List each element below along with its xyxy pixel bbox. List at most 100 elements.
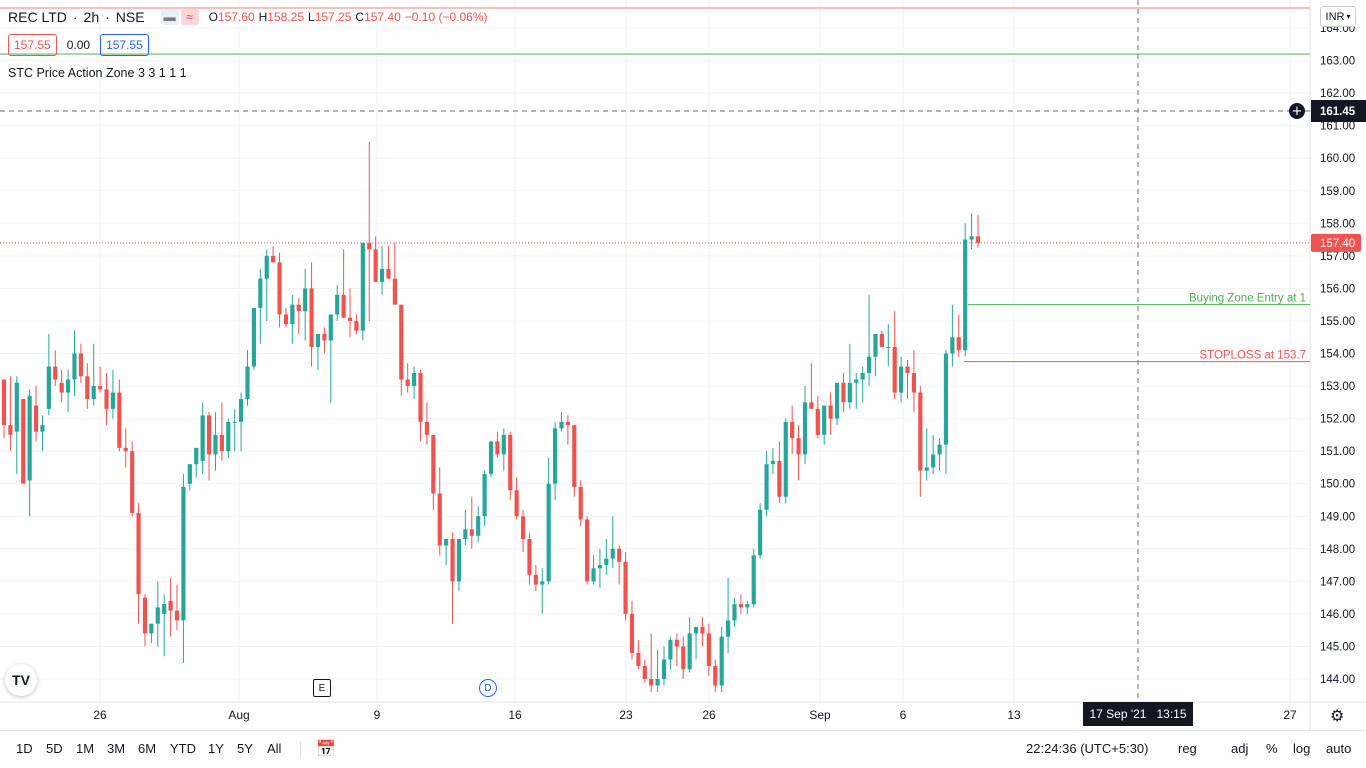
candle-body <box>386 268 391 279</box>
candle-body <box>194 447 199 465</box>
change-value: −0.10 (−0.06%) <box>404 10 488 24</box>
candle-body <box>482 473 487 517</box>
candle-body <box>892 346 897 393</box>
percent-scale-button[interactable]: % <box>1266 741 1278 756</box>
study-name[interactable]: STC Price Action Zone <box>8 66 135 80</box>
price-tick-label: 155.00 <box>1320 316 1355 328</box>
dividend-icon[interactable]: D <box>479 679 497 697</box>
calendar-range-icon[interactable]: 📅 <box>316 741 336 758</box>
tradingview-logo-icon[interactable]: TV <box>5 664 37 696</box>
range-3m-button[interactable]: 3M <box>107 741 126 756</box>
candle-body <box>53 366 58 380</box>
range-all-button[interactable]: All <box>267 741 282 756</box>
candle-body <box>78 353 83 377</box>
candle-body <box>604 558 609 566</box>
clock-label[interactable]: 22:24:36 (UTC+5:30) <box>1026 741 1149 756</box>
candle-body <box>328 314 333 341</box>
candle-body <box>33 405 39 432</box>
candle-body <box>226 421 231 452</box>
range-1m-button[interactable]: 1M <box>76 741 95 756</box>
candle-body <box>476 516 481 536</box>
candle-body <box>239 399 244 422</box>
candle-body <box>181 486 186 621</box>
gear-icon[interactable]: ⚙ <box>1330 708 1345 725</box>
adjust-button[interactable]: adj <box>1231 741 1249 756</box>
log-scale-button[interactable]: log <box>1293 741 1311 756</box>
crosshair-time-label: 17 Sep '21 13:15 <box>1083 702 1193 726</box>
candle-body <box>623 561 628 614</box>
candle-body <box>418 373 423 422</box>
buy-price-button[interactable]: 157.55 <box>100 34 149 56</box>
auto-scale-button[interactable]: auto <box>1326 741 1352 756</box>
candle-body <box>738 604 743 608</box>
candle-body <box>117 392 122 448</box>
candle-body <box>501 434 506 455</box>
sell-price-button[interactable]: 157.55 <box>8 34 57 56</box>
price-tick-label: 149.00 <box>1320 511 1355 523</box>
price-tick-label: 161.00 <box>1320 121 1355 133</box>
session-button[interactable]: reg <box>1178 741 1197 756</box>
candle-body <box>399 304 404 380</box>
candle-body <box>296 304 301 312</box>
range-5y-button[interactable]: 5Y <box>237 741 253 756</box>
candle-body <box>540 581 545 585</box>
time-tick-label: 27 <box>1283 708 1297 722</box>
high-label: H <box>258 10 268 24</box>
candle-body <box>514 490 519 517</box>
price-tick-label: 162.00 <box>1320 88 1355 100</box>
candle-body <box>751 555 756 605</box>
candle-body <box>899 366 904 393</box>
range-5d-button[interactable]: 5D <box>46 741 63 756</box>
candle-body <box>764 464 769 510</box>
study-legend[interactable]: STC Price Action Zone 3 3 1 1 1 <box>8 66 187 80</box>
candle-body <box>495 441 500 455</box>
candle-body <box>693 626 699 634</box>
candle-body <box>879 333 884 347</box>
candle-body <box>597 565 603 569</box>
minus-icon[interactable]: ▬ <box>160 9 179 25</box>
candle-body <box>674 639 679 647</box>
candle-body <box>162 604 167 614</box>
candle-body <box>104 389 109 409</box>
candle-body <box>610 548 615 559</box>
candle-body <box>809 402 814 409</box>
candle-body <box>232 421 237 423</box>
candle-body <box>136 512 141 595</box>
candle-body <box>546 483 551 582</box>
candle-body <box>559 421 564 429</box>
currency-button[interactable]: INR ▾ <box>1320 6 1356 27</box>
candle-body <box>847 382 852 403</box>
candle-body <box>790 421 795 439</box>
candle-body <box>629 613 635 653</box>
candle-body <box>758 509 763 556</box>
time-tick-label: 23 <box>619 708 633 722</box>
candle-body <box>578 486 583 520</box>
range-6m-button[interactable]: 6M <box>138 741 157 756</box>
price-tick-label: 147.00 <box>1320 576 1355 588</box>
candle-body <box>72 353 77 380</box>
candle-body <box>931 454 936 468</box>
time-tick-label: 13 <box>1007 708 1021 722</box>
candle-body <box>668 639 673 660</box>
symbol-name[interactable]: REC LTD <box>8 9 67 25</box>
wave-icon[interactable]: ≈ <box>180 9 199 25</box>
earnings-icon[interactable]: E <box>313 679 331 697</box>
range-ytd-button[interactable]: YTD <box>170 741 196 756</box>
candle-body <box>822 405 827 435</box>
range-1d-button[interactable]: 1D <box>16 741 33 756</box>
candle-body <box>347 317 353 321</box>
interval-label[interactable]: 2h <box>83 9 100 25</box>
candle-body <box>828 405 833 419</box>
price-tick-label: 159.00 <box>1320 186 1355 198</box>
candle-body <box>206 415 212 455</box>
candle-body <box>424 421 430 435</box>
range-1y-button[interactable]: 1Y <box>208 741 224 756</box>
price-tick-label: 156.00 <box>1320 283 1355 295</box>
candle-body <box>860 373 865 380</box>
time-tick-label: Sep <box>809 708 831 722</box>
price-tick-label: 148.00 <box>1320 544 1355 556</box>
candle-body <box>341 294 346 318</box>
candle-body <box>219 434 224 452</box>
candle-body <box>834 382 840 419</box>
